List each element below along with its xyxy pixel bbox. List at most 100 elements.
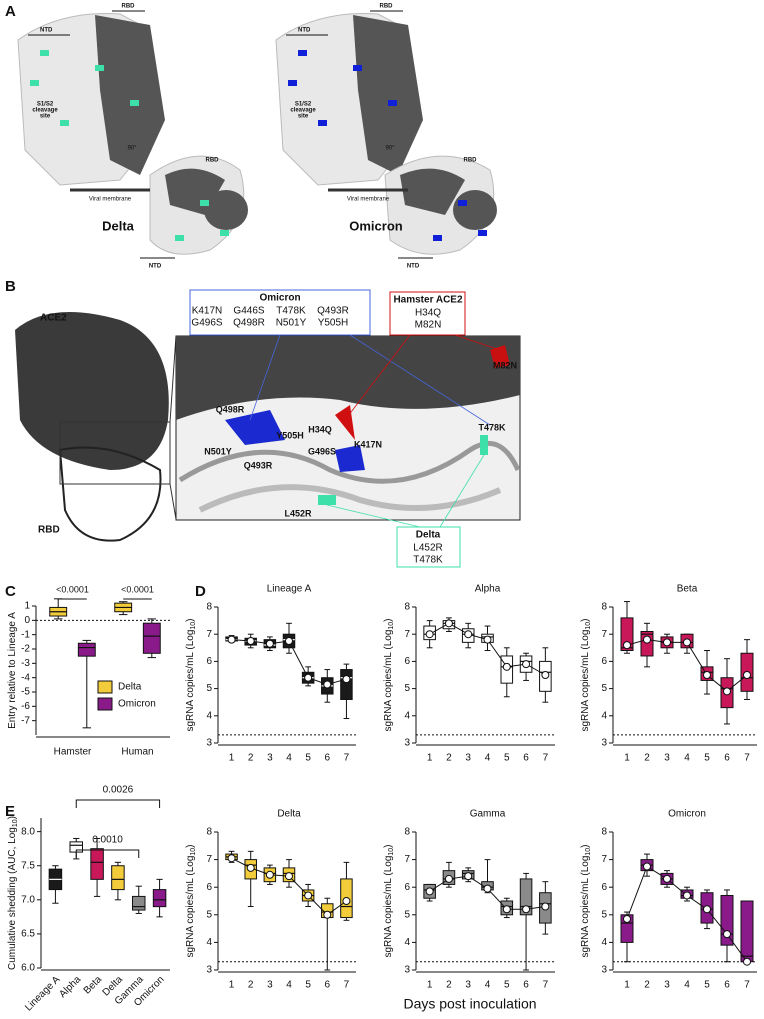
y-label-part: sgRNA copies/mL (Log bbox=[580, 630, 591, 732]
residue-label: K417N bbox=[354, 439, 382, 449]
y-tick-label: 5 bbox=[601, 909, 607, 920]
mean bbox=[683, 638, 691, 647]
x-tick-label: 3 bbox=[267, 753, 273, 764]
residue-label: H34Q bbox=[308, 424, 332, 434]
x-tick-label: 5 bbox=[704, 753, 710, 764]
y-tick-label: 5 bbox=[404, 683, 410, 694]
y-tick-label: 4 bbox=[601, 937, 607, 948]
mean bbox=[304, 673, 313, 682]
mutation: N501Y bbox=[276, 318, 307, 329]
mean bbox=[683, 891, 691, 900]
x-tick-label: 4 bbox=[684, 753, 690, 764]
rbd-label: RBD bbox=[380, 4, 394, 10]
y-label-part: 10 bbox=[190, 848, 197, 856]
box bbox=[640, 630, 654, 657]
significance-bracket bbox=[75, 799, 161, 808]
residue-label: Q493R bbox=[244, 460, 273, 470]
y-label-part: 10 bbox=[585, 622, 592, 630]
membrane-label: Viral membrane bbox=[347, 197, 390, 203]
mean bbox=[444, 874, 453, 883]
mutation: Q493R bbox=[317, 306, 349, 317]
y-tick-label: -5 bbox=[21, 687, 30, 698]
y-label-part: 10 bbox=[12, 819, 19, 827]
x-tick-label: 1 bbox=[427, 980, 433, 991]
y-tick-label: -1 bbox=[21, 629, 30, 640]
y-tick-label: 5 bbox=[601, 683, 607, 694]
ntd-label: NTD bbox=[149, 264, 162, 270]
mean bbox=[285, 872, 293, 881]
x-tick-label: 3 bbox=[664, 753, 670, 764]
mutation-patch bbox=[30, 80, 39, 86]
y-tick-label: 6 bbox=[206, 882, 212, 893]
mean bbox=[285, 637, 293, 645]
mean bbox=[723, 687, 731, 696]
ace2-structure bbox=[15, 312, 169, 470]
x-tick-label: Beta bbox=[82, 974, 105, 997]
y-label-part: sgRNA copies/mL (Log bbox=[383, 856, 394, 958]
y-tick-label: 6 bbox=[404, 656, 410, 667]
y-label-part: ) bbox=[580, 618, 591, 621]
y-axis-label: Cumulative shedding (AUC, Log10) bbox=[7, 816, 19, 970]
mean bbox=[227, 854, 236, 863]
spike-chain bbox=[353, 15, 423, 175]
y-label-part: 10 bbox=[190, 622, 197, 630]
legend-label: Delta bbox=[118, 682, 142, 693]
mean bbox=[483, 884, 492, 893]
x-tick-label: 6 bbox=[325, 753, 331, 764]
ace2-label: ACE2 bbox=[40, 313, 67, 324]
y-tick-label: 7 bbox=[404, 629, 410, 640]
ntd-label: NTD bbox=[298, 28, 311, 34]
y-tick-label: 3 bbox=[206, 965, 212, 976]
x-tick-label: 4 bbox=[684, 980, 690, 991]
mutation-patch bbox=[40, 50, 49, 56]
x-tick-label: 1 bbox=[229, 753, 235, 764]
x-tick-label: 7 bbox=[344, 753, 350, 764]
residue-label: Q498R bbox=[216, 404, 245, 414]
y-tick-label: 7 bbox=[206, 629, 212, 640]
omicron-residues bbox=[335, 445, 365, 472]
y-label-part: ) bbox=[185, 618, 196, 621]
box-title: Hamster ACE2 bbox=[393, 295, 463, 306]
connector bbox=[344, 334, 411, 421]
mean bbox=[502, 662, 511, 671]
rbd-structure bbox=[58, 446, 162, 542]
cleavage-label: site bbox=[298, 114, 309, 120]
x-tick-label: 3 bbox=[465, 980, 471, 991]
chart-title: Gamma bbox=[470, 809, 506, 820]
ntd-label: NTD bbox=[40, 28, 53, 34]
x-tick-label: 1 bbox=[624, 753, 630, 764]
y-tick-label: 8.0 bbox=[21, 826, 35, 837]
y-tick-label: -7 bbox=[21, 715, 30, 726]
mean bbox=[522, 660, 531, 669]
x-tick-label: 7 bbox=[744, 753, 750, 764]
y-tick-label: 5 bbox=[206, 909, 212, 920]
connector bbox=[326, 504, 421, 528]
x-tick-label: 3 bbox=[664, 980, 670, 991]
mutation-patch bbox=[433, 235, 442, 241]
mean bbox=[643, 635, 651, 644]
y-tick-label: -6 bbox=[21, 701, 30, 712]
y-label-part: 10 bbox=[585, 848, 592, 856]
mean bbox=[623, 914, 631, 923]
mean bbox=[246, 863, 255, 872]
x-axis-label: Days post inoculation bbox=[403, 996, 536, 1012]
mean bbox=[522, 905, 531, 914]
mean bbox=[265, 870, 274, 879]
box bbox=[519, 878, 533, 916]
y-tick-label: 3 bbox=[601, 965, 607, 976]
mean bbox=[425, 887, 434, 896]
mean bbox=[464, 872, 473, 881]
y-axis-label: sgRNA copies/mL (Log10) bbox=[185, 618, 197, 731]
x-tick-label: 2 bbox=[644, 753, 650, 764]
box bbox=[77, 642, 96, 657]
x-tick-label: 4 bbox=[485, 753, 491, 764]
hamster-box bbox=[389, 291, 466, 336]
x-tick-label: 2 bbox=[248, 980, 254, 991]
y-tick-label: 4 bbox=[206, 710, 212, 721]
y-tick-label: 3 bbox=[404, 738, 410, 749]
x-tick-label: 6 bbox=[523, 980, 529, 991]
residue-label: G496S bbox=[308, 446, 336, 456]
y-tick-label: 4 bbox=[601, 710, 607, 721]
